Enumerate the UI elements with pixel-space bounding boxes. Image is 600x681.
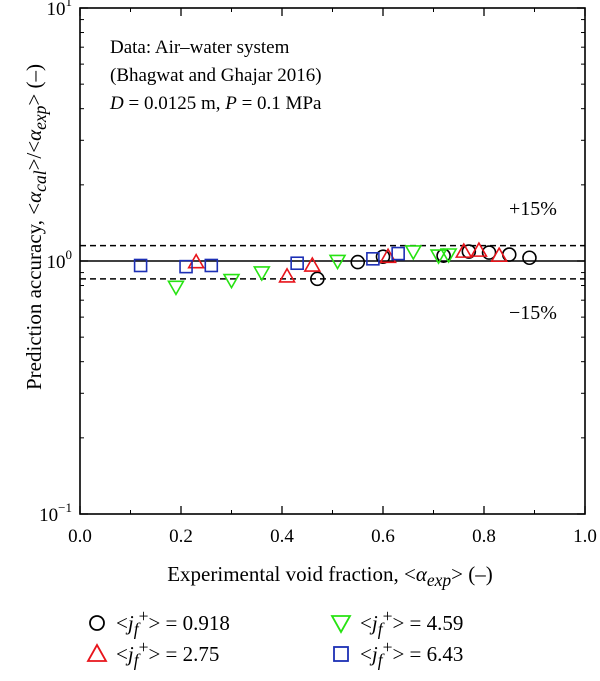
data-point-triangle-up — [454, 242, 473, 258]
data-point-triangle-up — [278, 267, 296, 283]
data-point-circle — [350, 254, 366, 270]
data-point-square — [179, 259, 193, 274]
lower-band-label: −15% — [509, 302, 557, 324]
x-tick-label: 1.0 — [573, 526, 597, 547]
x-tick-label: 0.6 — [371, 526, 395, 547]
data-point-triangle-up — [470, 241, 488, 257]
y-axis-label: Prediction accuracy, <αcal>/<αexp> (–) — [22, 63, 51, 390]
data-point-triangle-down — [439, 248, 458, 264]
upper-band-label: +15% — [509, 198, 557, 220]
data-point-triangle-up — [303, 256, 322, 272]
data-point-square — [366, 252, 380, 266]
data-point-triangle-down — [167, 280, 185, 296]
y-tick-label: 101 — [47, 0, 73, 20]
data-point-square — [133, 258, 148, 273]
x-tick-label: 0.4 — [270, 526, 294, 547]
x-axis-label: Experimental void fraction, <αexp> (–) — [167, 562, 493, 591]
y-tick-label: 10−1 — [39, 500, 72, 526]
x-tick-label: 0.2 — [169, 526, 193, 547]
data-point-square — [204, 258, 219, 273]
data-point-square — [391, 246, 405, 261]
data-point-circle — [310, 271, 325, 287]
data-point-triangle-down — [328, 254, 347, 271]
data-point-triangle-up — [490, 246, 509, 263]
data-point-circle — [522, 250, 537, 266]
x-tick-label: 0.8 — [472, 526, 496, 547]
data-point-circle — [461, 244, 477, 259]
data-point-triangle-down — [222, 273, 241, 290]
data-point-triangle-down — [404, 245, 423, 261]
data-point-circle — [375, 249, 391, 264]
chart-annotation: Data: Air–water system (Bhagwat and Ghaja… — [110, 37, 322, 114]
data-point-triangle-down — [252, 266, 271, 282]
data-point-triangle-down — [429, 249, 448, 265]
y-tick-label: 100 — [47, 247, 73, 273]
data-point-circle — [481, 245, 497, 260]
data-point-square — [290, 256, 304, 271]
x-tick-label: 0.0 — [68, 526, 92, 547]
